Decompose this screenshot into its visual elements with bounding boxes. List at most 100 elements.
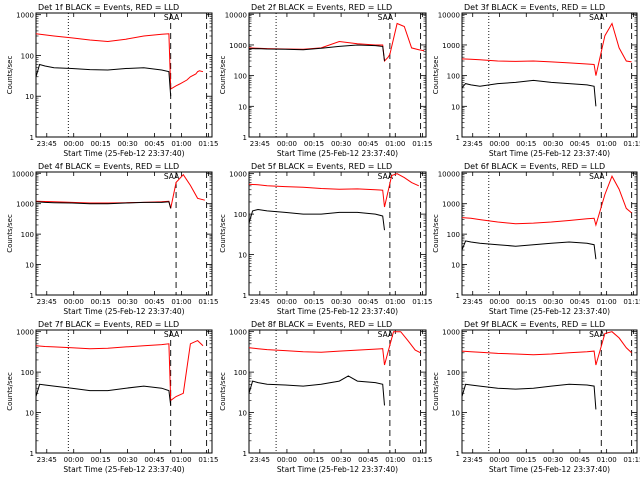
x-tick-label: 00:15 [91, 456, 111, 464]
plot-frame [248, 329, 427, 454]
x-axis-label: Start Time (25-Feb-12 23:37:40) [489, 307, 610, 316]
y-tick-label: 1 [456, 292, 460, 300]
x-tick-label: 23:45 [37, 456, 57, 464]
y-tick-label: 100 [21, 231, 34, 239]
lld-series-line [248, 22, 425, 63]
x-tick-label: 00:30 [331, 140, 351, 148]
saa-marker-label: SAA [378, 172, 394, 181]
x-tick-label: 00:30 [117, 298, 137, 306]
x-axis-label: Start Time (25-Feb-12 23:37:40) [277, 307, 398, 316]
chart-title: Det 3f BLACK = Events, RED = LLD [464, 3, 605, 12]
x-tick-label: 00:00 [64, 456, 84, 464]
x-tick-label: 01:15 [623, 298, 640, 306]
y-tick-label: 1 [30, 450, 34, 458]
events-series-line [248, 375, 385, 406]
y-axis-label: Counts/sec [6, 372, 14, 411]
y-tick-label: 1 [456, 450, 460, 458]
x-tick-label: 00:00 [64, 140, 84, 148]
y-tick-label: 10 [25, 93, 34, 101]
chart-panel-9: Det 9f BLACK = Events, RED = LLD Counts/s… [432, 320, 640, 474]
x-tick-label: 00:45 [358, 140, 378, 148]
chart-panel-7: Det 7f BLACK = Events, RED = LLD Counts/s… [6, 320, 219, 474]
x-tick-label: 00:30 [543, 140, 563, 148]
x-tick-label: 23:45 [37, 140, 57, 148]
events-series-line [35, 63, 172, 97]
plot-frame [461, 12, 638, 138]
chart-title: Det 9f BLACK = Events, RED = LLD [464, 320, 605, 329]
x-tick-label: 00:15 [516, 298, 536, 306]
lld-series-line [35, 33, 204, 90]
x-tick-label: 00:15 [91, 298, 111, 306]
x-tick-label: 00:00 [277, 298, 297, 306]
y-tick-label: 1000 [16, 201, 34, 209]
x-tick-label: 01:15 [623, 456, 640, 464]
y-tick-label: 1 [30, 134, 34, 142]
y-tick-label: 10 [25, 262, 34, 270]
lld-series-line [461, 22, 632, 76]
lld-series-line [461, 175, 632, 227]
x-axis-label: Start Time (25-Feb-12 23:37:40) [63, 307, 184, 316]
events-series-line [461, 383, 597, 410]
x-tick-label: 23:45 [250, 140, 270, 148]
x-axis-label: Start Time (25-Feb-12 23:37:40) [277, 465, 398, 474]
chart-title: Det 6f BLACK = Events, RED = LLD [464, 162, 605, 171]
plot-frame [35, 12, 213, 138]
y-axis-label: Counts/sec [432, 372, 440, 411]
x-tick-label: 00:30 [331, 456, 351, 464]
x-tick-label: 00:45 [570, 298, 590, 306]
y-tick-label: 1000 [16, 12, 34, 20]
x-tick-label: 01:00 [385, 298, 405, 306]
y-tick-label: 1 [243, 292, 247, 300]
x-tick-label: 00:00 [277, 456, 297, 464]
plot-frame [461, 329, 638, 454]
chart-panel-8: Det 8f BLACK = Events, RED = LLD Counts/s… [219, 320, 432, 474]
y-tick-label: 1000 [229, 329, 247, 337]
x-tick-label: 01:15 [412, 456, 432, 464]
y-tick-label: 1 [30, 292, 34, 300]
x-tick-label: 01:15 [412, 140, 432, 148]
x-tick-label: 00:45 [570, 140, 590, 148]
lld-series-line [461, 331, 632, 366]
y-tick-label: 10 [451, 103, 460, 111]
x-tick-label: 00:00 [489, 298, 509, 306]
x-tick-label: 01:00 [597, 298, 617, 306]
x-tick-label: 00:15 [304, 140, 324, 148]
events-series-line [35, 201, 172, 209]
chart-panel-2: Det 2f BLACK = Events, RED = LLD Counts/s… [219, 3, 432, 158]
events-series-line [461, 79, 597, 107]
x-tick-label: 23:45 [463, 298, 483, 306]
x-tick-label: 00:30 [543, 298, 563, 306]
x-tick-label: 00:45 [358, 298, 378, 306]
x-tick-label: 00:00 [489, 456, 509, 464]
x-axis-label: Start Time (25-Feb-12 23:37:40) [277, 149, 398, 158]
events-series-line [248, 44, 385, 62]
x-tick-label: 23:45 [37, 298, 57, 306]
plot-frame [35, 171, 213, 296]
x-tick-label: 01:00 [171, 456, 191, 464]
saa-marker-label: SAA [589, 13, 605, 22]
x-tick-label: 00:30 [543, 456, 563, 464]
chart-title: Det 2f BLACK = Events, RED = LLD [251, 3, 392, 12]
y-axis-label: Counts/sec [6, 56, 14, 95]
x-tick-label: 00:30 [117, 456, 137, 464]
saa-marker-label: SAA [378, 330, 394, 339]
y-tick-label: 100 [21, 52, 34, 60]
y-tick-label: 1000 [229, 42, 247, 50]
y-tick-label: 100 [234, 369, 247, 377]
chart-panel-6: Det 6f BLACK = Events, RED = LLD Counts/s… [432, 162, 640, 316]
x-tick-label: 23:45 [250, 456, 270, 464]
saa-marker-label: SAA [378, 13, 394, 22]
x-tick-label: 00:15 [516, 140, 536, 148]
x-tick-label: 00:15 [516, 456, 536, 464]
y-tick-label: 10 [451, 262, 460, 270]
y-tick-label: 1000 [16, 329, 34, 337]
lld-series-line [248, 173, 420, 208]
y-tick-label: 10000 [438, 11, 460, 19]
x-axis-label: Start Time (25-Feb-12 23:37:40) [63, 149, 184, 158]
x-tick-label: 00:30 [331, 298, 351, 306]
y-tick-label: 100 [447, 369, 460, 377]
x-axis-label: Start Time (25-Feb-12 23:37:40) [489, 149, 610, 158]
plot-frame [461, 171, 638, 296]
x-tick-label: 23:45 [250, 298, 270, 306]
